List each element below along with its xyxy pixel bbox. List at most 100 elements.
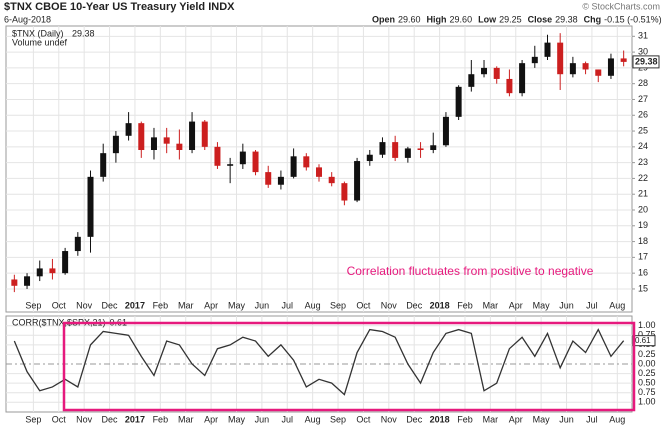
- candle-body: [557, 42, 564, 75]
- candle-body: [214, 146, 221, 166]
- candle-body: [49, 268, 56, 274]
- y-tick-label: 28: [638, 78, 648, 88]
- candle-body: [87, 176, 94, 237]
- y-tick-label: 0.25: [638, 349, 656, 359]
- candle-body: [328, 176, 335, 184]
- x-tick-label: Oct: [52, 300, 67, 310]
- x-tick-label: Jun: [559, 414, 574, 424]
- x-tick-label: May: [228, 300, 246, 310]
- legend-label: $TNX (Daily): [12, 28, 64, 38]
- candle-body: [531, 56, 538, 64]
- candle-body: [582, 63, 589, 70]
- x-tick-label: 2018: [430, 300, 450, 310]
- candle-body: [404, 148, 411, 158]
- candle-body: [379, 142, 386, 155]
- header-label: High: [427, 14, 447, 24]
- candle-body: [430, 145, 437, 150]
- x-tick-label: Jun: [559, 300, 574, 310]
- candle-body: [442, 116, 449, 146]
- y-tick-label: 0.00: [638, 358, 656, 368]
- x-tick-label: 2018: [430, 414, 450, 424]
- candle-body: [277, 176, 284, 185]
- x-tick-label: Feb: [457, 300, 473, 310]
- y-tick-label: 19: [638, 220, 648, 230]
- x-tick-label: Sep: [330, 414, 346, 424]
- candle-body: [417, 148, 424, 150]
- x-tick-label: Feb: [153, 300, 169, 310]
- y-tick-label: 1.00: [638, 320, 656, 330]
- x-tick-label: Apr: [204, 414, 218, 424]
- x-tick-label: Oct: [356, 414, 371, 424]
- y-tick-label: 0.50: [638, 378, 656, 388]
- candle-body: [468, 74, 475, 87]
- y-tick-label: 0.25: [638, 368, 656, 378]
- candle-body: [252, 151, 259, 173]
- x-tick-label: Feb: [153, 414, 169, 424]
- candle-body: [36, 268, 43, 277]
- candle-body: [341, 183, 348, 201]
- y-tick-label: 25: [638, 125, 648, 135]
- highlight-box: [62, 321, 636, 412]
- x-tick-label: Apr: [509, 300, 523, 310]
- candle-body: [125, 123, 132, 136]
- x-tick-label: Aug: [305, 300, 321, 310]
- y-tick-label: 0.75: [638, 330, 656, 340]
- candle-body: [481, 67, 488, 75]
- x-tick-label: Sep: [25, 300, 41, 310]
- x-tick-label: Sep: [25, 414, 41, 424]
- candle-body: [100, 153, 107, 177]
- header-label: Open: [372, 14, 395, 24]
- x-tick-label: Dec: [102, 414, 119, 424]
- candle-body: [607, 58, 614, 76]
- candle-body: [11, 279, 18, 286]
- x-tick-label: Mar: [178, 414, 194, 424]
- header-value: 29.60: [450, 14, 473, 24]
- x-tick-label: Nov: [381, 414, 398, 424]
- x-tick-label: May: [533, 300, 551, 310]
- x-tick-label: Jul: [282, 414, 294, 424]
- header-label: Low: [478, 14, 497, 24]
- x-tick-label: 2017: [125, 300, 145, 310]
- corr-line: [13, 328, 625, 396]
- candle-body: [392, 142, 399, 158]
- y-tick-label: 16: [638, 268, 648, 278]
- candle-body: [74, 236, 81, 252]
- header-value: 29.25: [499, 14, 522, 24]
- y-tick-label: 15: [638, 283, 648, 293]
- x-tick-label: Aug: [609, 300, 625, 310]
- x-tick-label: Dec: [102, 300, 119, 310]
- x-tick-label: Mar: [178, 300, 194, 310]
- candle-body: [544, 42, 551, 57]
- candle-body: [24, 276, 31, 286]
- x-tick-label: Nov: [76, 300, 93, 310]
- candle-body: [354, 161, 361, 201]
- candle-body: [506, 78, 513, 94]
- x-tick-label: Oct: [52, 414, 67, 424]
- candle-body: [493, 67, 500, 79]
- y-tick-label: 1.00: [638, 397, 656, 407]
- y-tick-label: 23: [638, 157, 648, 167]
- x-tick-label: Sep: [330, 300, 346, 310]
- last-tag-value: 0.61: [635, 336, 651, 345]
- candle-body: [62, 251, 69, 274]
- candle-body: [290, 156, 297, 177]
- annotation: Correlation fluctuates from positive to …: [347, 264, 594, 278]
- candle-body: [620, 58, 627, 62]
- header-value: 29.38: [555, 14, 578, 24]
- date: 6-Aug-2018: [4, 14, 51, 24]
- x-tick-label: Nov: [381, 300, 398, 310]
- x-tick-label: Apr: [509, 414, 523, 424]
- candle-body: [112, 135, 119, 154]
- y-tick-label: 31: [638, 31, 648, 41]
- x-tick-label: Mar: [483, 414, 499, 424]
- credit: © StockCharts.com: [582, 1, 660, 11]
- header-value: -0.15 (-0.51%): [604, 14, 662, 24]
- candle-body: [569, 63, 576, 75]
- x-tick-label: Dec: [406, 414, 423, 424]
- x-tick-label: Apr: [204, 300, 218, 310]
- x-tick-label: May: [228, 414, 246, 424]
- x-tick-label: Aug: [305, 414, 321, 424]
- candle-body: [176, 143, 183, 150]
